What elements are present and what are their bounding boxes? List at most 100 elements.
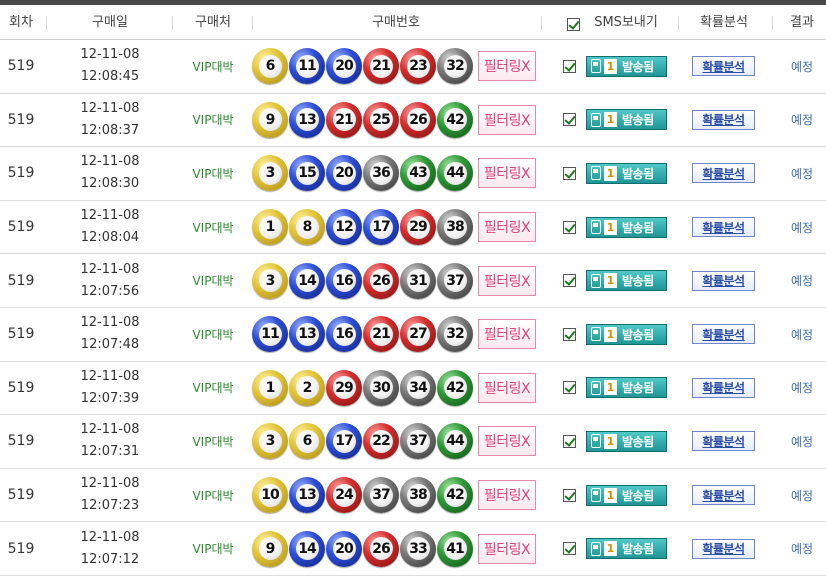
filter-button[interactable]: 필터링X xyxy=(478,158,536,189)
lotto-ball-blue: 20 xyxy=(326,155,362,192)
ball-number: 38 xyxy=(406,483,430,507)
number-set: 1 2 29 30 34 42 필터링X xyxy=(252,362,536,415)
analysis-button[interactable]: 확률분석 xyxy=(692,217,755,238)
result-status: 예정 xyxy=(790,59,814,74)
lotto-ball-blue: 16 xyxy=(326,316,362,353)
purchase-time: 12:07:48 xyxy=(80,337,140,353)
table-row: 519 12-11-08 12:07:56 VIP대박 3 14 16 26 31 37 … xyxy=(0,254,826,308)
sms-checkbox-cell xyxy=(563,522,576,575)
lotto-ball-blue: 11 xyxy=(289,48,325,85)
sms-sent-button[interactable]: 1 발송됨 xyxy=(586,162,667,184)
ball-number: 16 xyxy=(332,322,356,346)
sms-sent-button[interactable]: 1 발송됨 xyxy=(586,55,667,77)
sms-sent-button[interactable]: 1 발송됨 xyxy=(586,323,667,345)
analysis-button[interactable]: 확률분석 xyxy=(692,485,755,506)
sms-checkbox[interactable] xyxy=(563,220,576,234)
purchase-datetime: 12-11-08 12:07:56 xyxy=(62,254,158,307)
filter-button[interactable]: 필터링X xyxy=(478,104,536,135)
lotto-ball-yellow: 6 xyxy=(252,48,288,85)
filter-button[interactable]: 필터링X xyxy=(478,480,536,511)
sms-checkbox[interactable] xyxy=(563,434,576,448)
filter-button[interactable]: 필터링X xyxy=(478,426,536,457)
sms-count: 1 xyxy=(604,165,617,181)
purchase-date: 12-11-08 xyxy=(80,476,140,492)
analysis-button[interactable]: 확률분석 xyxy=(692,163,755,184)
sms-checkbox[interactable] xyxy=(563,59,576,73)
lotto-ball-yellow: 10 xyxy=(252,477,288,514)
filter-button[interactable]: 필터링X xyxy=(478,372,536,403)
store-name: VIP대박 xyxy=(192,166,234,181)
ball-number: 3 xyxy=(258,429,282,453)
lotto-ball-blue: 12 xyxy=(326,209,362,246)
phone-icon xyxy=(591,166,601,181)
sms-checkbox[interactable] xyxy=(563,274,576,288)
result-status: 예정 xyxy=(790,542,814,557)
store-name: VIP대박 xyxy=(192,327,234,342)
table-row: 519 12-11-08 12:08:37 VIP대박 9 13 21 25 26 42 … xyxy=(0,94,826,148)
analysis-button[interactable]: 확률분석 xyxy=(692,324,755,345)
sms-checkbox[interactable] xyxy=(563,166,576,180)
purchase-date: 12-11-08 xyxy=(80,529,140,545)
sms-status-label: 발송됨 xyxy=(622,113,654,128)
purchase-datetime: 12-11-08 12:07:39 xyxy=(62,362,158,415)
sms-sent-button[interactable]: 1 발송됨 xyxy=(586,270,667,292)
round-number: 519 xyxy=(7,111,35,128)
lotto-ball-red: 26 xyxy=(363,530,399,567)
sms-checkbox[interactable] xyxy=(563,113,576,127)
round-number: 519 xyxy=(7,326,35,343)
ball-number: 16 xyxy=(332,269,356,293)
analysis-cell: 확률분석 xyxy=(692,415,755,468)
round-number: 519 xyxy=(7,58,35,75)
sms-status-cell: 1 발송됨 xyxy=(586,40,667,93)
sms-sent-button[interactable]: 1 발송됨 xyxy=(586,216,667,238)
sms-sent-button[interactable]: 1 발송됨 xyxy=(586,484,667,506)
ball-number: 37 xyxy=(443,269,467,293)
table-header: 회차 구매일 구매처 구매번호 SMS보내기 확률분석 결과 xyxy=(0,5,826,40)
result-status: 예정 xyxy=(790,113,814,128)
ball-number: 29 xyxy=(332,376,356,400)
filter-button[interactable]: 필터링X xyxy=(478,212,536,243)
sms-checkbox[interactable] xyxy=(563,327,576,341)
sms-status-cell: 1 발송됨 xyxy=(586,94,667,147)
analysis-button[interactable]: 확률분석 xyxy=(692,56,755,77)
sms-checkbox[interactable] xyxy=(563,381,576,395)
number-set: 1 8 12 17 29 38 필터링X xyxy=(252,201,536,254)
analysis-button[interactable]: 확률분석 xyxy=(692,377,755,398)
store-name: VIP대박 xyxy=(192,220,234,235)
header-round: 회차 xyxy=(9,15,33,30)
sms-sent-button[interactable]: 1 발송됨 xyxy=(586,430,667,452)
lotto-ball-red: 25 xyxy=(363,101,399,138)
sms-sent-button[interactable]: 1 발송됨 xyxy=(586,377,667,399)
sms-checkbox-cell xyxy=(563,94,576,147)
lotto-ball-gray: 32 xyxy=(437,316,473,353)
filter-button[interactable]: 필터링X xyxy=(478,533,536,564)
purchase-date: 12-11-08 xyxy=(80,261,140,277)
lotto-ball-gray: 37 xyxy=(437,262,473,299)
sms-checkbox[interactable] xyxy=(563,488,576,502)
lotto-ball-red: 29 xyxy=(326,369,362,406)
ball-number: 21 xyxy=(369,322,393,346)
analysis-button[interactable]: 확률분석 xyxy=(692,270,755,291)
ball-number: 32 xyxy=(443,322,467,346)
round-number: 519 xyxy=(7,219,35,236)
lotto-ball-yellow: 3 xyxy=(252,423,288,460)
analysis-button[interactable]: 확률분석 xyxy=(692,431,755,452)
ball-number: 42 xyxy=(443,376,467,400)
sms-sent-button[interactable]: 1 발송됨 xyxy=(586,109,667,131)
sms-select-all-checkbox[interactable] xyxy=(567,18,580,31)
purchase-time: 12:07:56 xyxy=(80,283,140,299)
lotto-ball-blue: 14 xyxy=(289,530,325,567)
ball-number: 20 xyxy=(332,161,356,185)
analysis-button[interactable]: 확률분석 xyxy=(692,538,755,559)
header-result: 결과 xyxy=(790,15,814,30)
sms-sent-button[interactable]: 1 발송됨 xyxy=(586,538,667,560)
lotto-ball-blue: 17 xyxy=(363,209,399,246)
analysis-button[interactable]: 확률분석 xyxy=(692,109,755,130)
lotto-ball-gray: 33 xyxy=(400,530,436,567)
sms-checkbox[interactable] xyxy=(563,542,576,556)
filter-button[interactable]: 필터링X xyxy=(478,51,536,82)
filter-button[interactable]: 필터링X xyxy=(478,319,536,350)
filter-button[interactable]: 필터링X xyxy=(478,265,536,296)
sms-checkbox-cell xyxy=(563,201,576,254)
round-number: 519 xyxy=(7,165,35,182)
